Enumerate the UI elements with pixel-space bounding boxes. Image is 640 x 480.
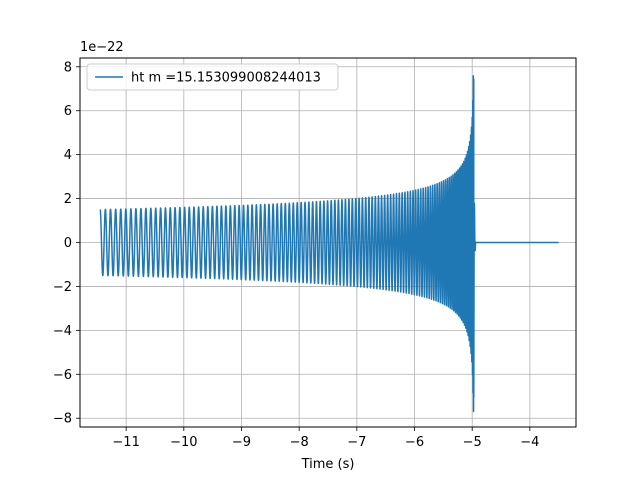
x-axis-label: Time (s)	[301, 457, 355, 472]
y-tick-label: −4	[53, 324, 72, 339]
series-layer	[99, 75, 560, 413]
y-offset-label: 1e−22	[80, 40, 124, 55]
legend-label: ht m =15.153099008244013	[131, 71, 321, 86]
x-tick-label: −8	[290, 435, 309, 450]
x-tick-label: −7	[347, 435, 366, 450]
y-axis-ticks: −8 −6 −4 −2 0 2 4 6 8	[53, 60, 80, 427]
x-tick-label: −11	[112, 435, 139, 450]
legend-box	[86, 63, 339, 91]
y-tick-label: −6	[53, 368, 72, 383]
y-tick-label: 2	[64, 192, 72, 207]
y-tick-label: −8	[53, 412, 72, 427]
x-tick-label: −9	[232, 435, 251, 450]
y-tick-label: 6	[64, 104, 72, 119]
x-tick-label: −4	[520, 435, 539, 450]
series-line	[99, 75, 560, 413]
legend: ht m =15.153099008244013	[86, 63, 339, 91]
y-tick-label: 8	[64, 60, 72, 75]
x-tick-label: −6	[405, 435, 424, 450]
x-tick-label: −10	[170, 435, 197, 450]
x-tick-label: −5	[463, 435, 482, 450]
y-tick-label: 0	[64, 236, 72, 251]
y-tick-label: −2	[53, 280, 72, 295]
y-tick-label: 4	[64, 148, 72, 163]
x-axis-ticks: −11 −10 −9 −8 −7 −6 −5 −4	[112, 427, 539, 450]
